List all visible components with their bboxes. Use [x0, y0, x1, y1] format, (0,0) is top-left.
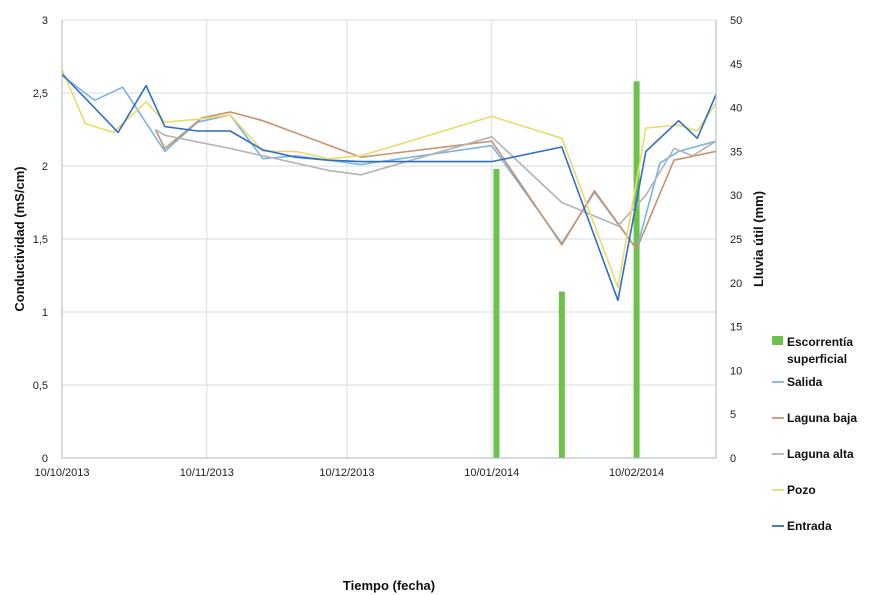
legend-label: Laguna baja	[787, 411, 857, 425]
y2-tick-label: 35	[730, 146, 742, 158]
x-tick-labels: 10/10/2013 10/11/2013 10/12/2013 10/01/2014…	[34, 467, 664, 479]
legend-label: superficial	[787, 352, 847, 366]
y-tick-label: 2	[42, 161, 48, 173]
x-axis-title: Tiempo (fecha)	[343, 578, 435, 593]
x-tick-label: 10/12/2013	[319, 467, 374, 479]
series-line-laguna-baja	[154, 111, 717, 250]
y2-tick-labels: 0 5 10 15 20 25 30 35 40 45 50	[730, 15, 742, 465]
series-line-pozo	[61, 69, 717, 288]
y2-tick-label: 25	[730, 234, 742, 246]
x-tick-label: 10/11/2013	[180, 467, 234, 479]
y2-tick-label: 45	[730, 59, 742, 71]
runoff-bar	[493, 168, 500, 459]
legend-swatch-bar	[772, 336, 783, 345]
y-tick-labels: 0 0,5 1 1,5 2 2,5 3	[33, 15, 48, 465]
legend-label: Entrada	[787, 519, 832, 533]
y-axis-title: Conductividad (mS/cm)	[12, 166, 27, 311]
legend: Escorrentía superficial Salida Laguna baja L…	[772, 335, 857, 533]
y2-tick-label: 50	[730, 15, 742, 27]
y2-tick-label: 10	[730, 365, 742, 377]
legend-label: Salida	[787, 375, 823, 389]
x-tick-label: 10/02/2014	[609, 467, 664, 479]
axes	[61, 20, 717, 459]
y2-tick-label: 20	[730, 278, 742, 290]
y2-tick-label: 0	[730, 453, 736, 465]
y2-tick-label: 40	[730, 103, 742, 115]
runoff-bars	[493, 81, 640, 459]
grid	[62, 19, 716, 458]
y-tick-label: 0	[42, 453, 48, 465]
series-line-laguna-alta	[154, 128, 717, 227]
y-tick-label: 0,5	[33, 380, 48, 392]
y2-tick-label: 15	[730, 322, 742, 334]
y-tick-label: 2,5	[33, 88, 48, 100]
y2-tick-label: 30	[730, 190, 742, 202]
series-line-entrada	[61, 73, 717, 302]
series-lines	[61, 69, 717, 302]
y2-axis-title: Lluvia útil (mm)	[751, 191, 766, 287]
y-tick-label: 3	[42, 15, 48, 27]
runoff-bar	[558, 291, 565, 458]
y2-tick-label: 5	[730, 409, 736, 421]
x-tick-label: 10/01/2014	[464, 467, 519, 479]
legend-label: Laguna alta	[787, 447, 854, 461]
legend-label: Pozo	[787, 483, 816, 497]
runoff-bar	[633, 81, 640, 458]
y-tick-label: 1	[42, 307, 48, 319]
legend-label: Escorrentía	[787, 335, 853, 349]
x-tick-label: 10/10/2013	[34, 467, 89, 479]
y-tick-label: 1,5	[33, 234, 48, 246]
